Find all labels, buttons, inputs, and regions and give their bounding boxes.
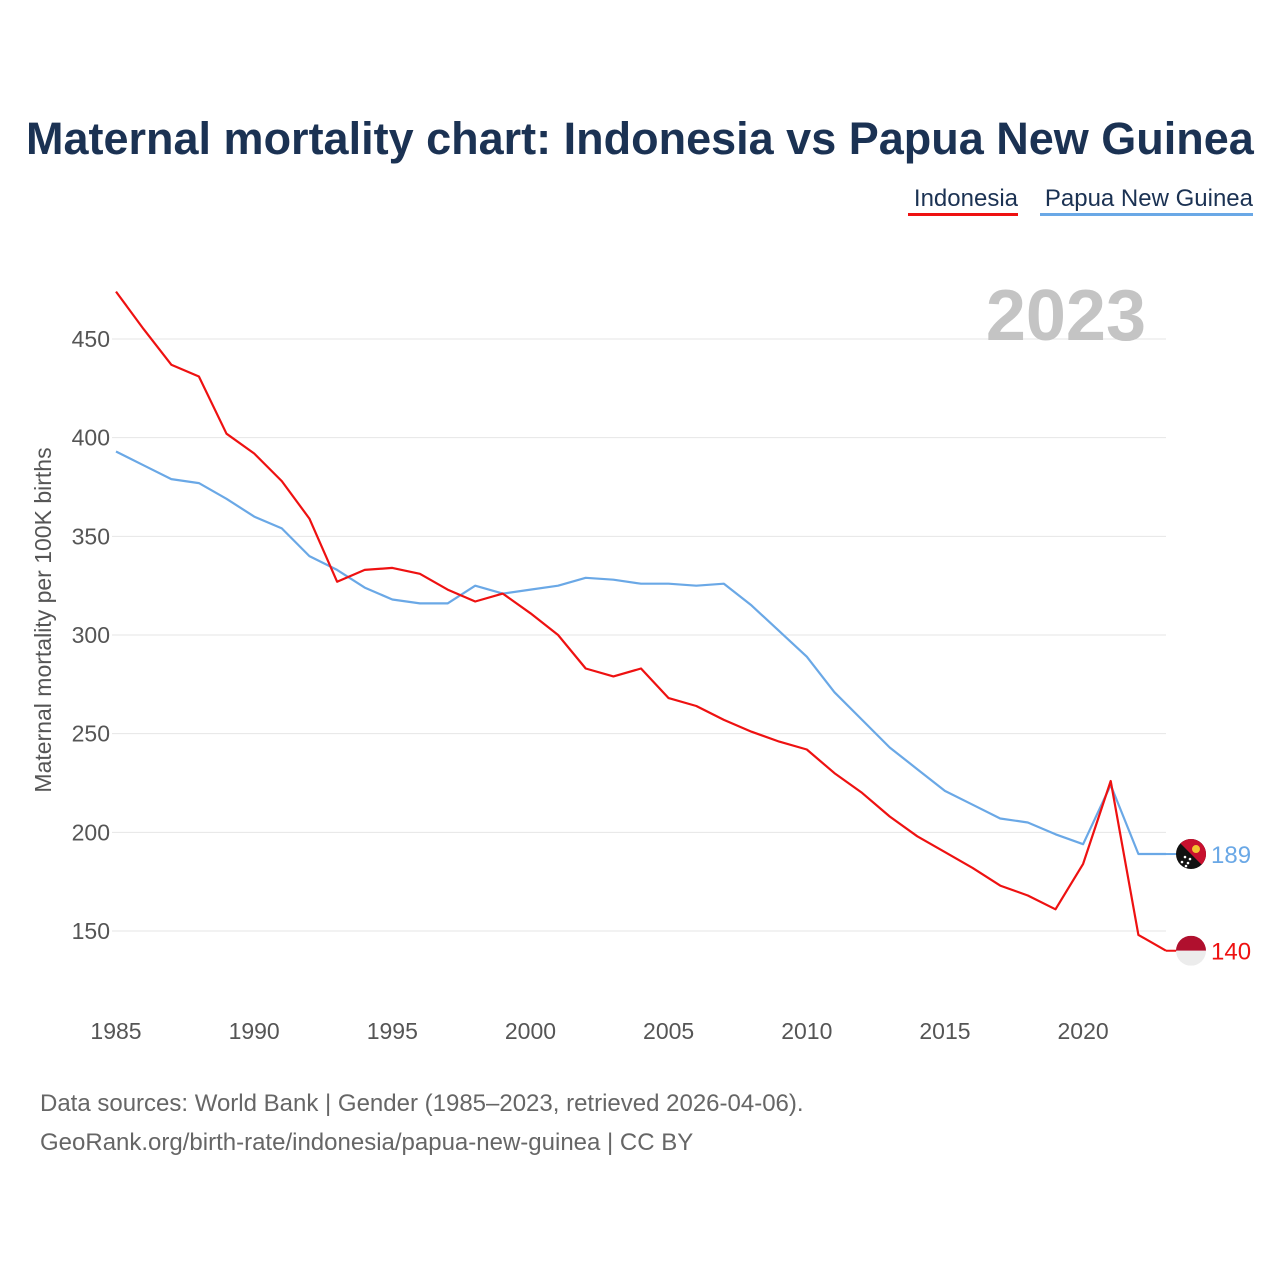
series-line-indonesia[interactable] xyxy=(115,290,1167,952)
x-tick-label: 2000 xyxy=(505,1018,556,1044)
x-tick-label: 2005 xyxy=(643,1018,694,1044)
legend-swatch-papua-new-guinea xyxy=(1040,213,1253,216)
x-tick-label: 2020 xyxy=(1058,1018,1109,1044)
x-tick-label: 2010 xyxy=(781,1018,832,1044)
x-axis-ticks: 1985 1990 1995 2000 2005 2010 2015 2020 xyxy=(90,1018,1108,1044)
y-axis-ticks: 150 200 250 300 350 400 450 xyxy=(72,326,110,944)
y-tick-label: 300 xyxy=(72,622,110,648)
chart-title: Maternal mortality chart: Indonesia vs P… xyxy=(26,113,1255,164)
papua-new-guinea-flag-icon xyxy=(1176,839,1206,870)
legend-label-papua-new-guinea[interactable]: Papua New Guinea xyxy=(1045,185,1254,212)
x-tick-label: 2015 xyxy=(919,1018,970,1044)
y-tick-label: 150 xyxy=(72,918,110,944)
x-tick-label: 1995 xyxy=(367,1018,418,1044)
y-tick-label: 250 xyxy=(72,721,110,747)
end-markers: 140 189 xyxy=(1166,839,1251,966)
source-line-1: Data sources: World Bank | Gender (1985–… xyxy=(40,1090,804,1117)
y-tick-label: 450 xyxy=(72,326,110,352)
gridlines xyxy=(112,338,1166,932)
source-line-2[interactable]: GeoRank.org/birth-rate/indonesia/papua-n… xyxy=(40,1129,693,1156)
y-tick-label: 200 xyxy=(72,819,110,845)
indonesia-flag-icon xyxy=(1176,935,1206,966)
x-tick-label: 1990 xyxy=(229,1018,280,1044)
x-tick-label: 1985 xyxy=(90,1018,141,1044)
legend-label-indonesia[interactable]: Indonesia xyxy=(914,185,1019,212)
legend: Indonesia Papua New Guinea xyxy=(908,185,1254,216)
end-value-papua-new-guinea: 189 xyxy=(1211,842,1251,869)
series-lines xyxy=(115,290,1167,952)
y-axis-title: Maternal mortality per 100K births xyxy=(30,447,56,792)
y-tick-label: 350 xyxy=(72,523,110,549)
series-line-papua-new-guinea[interactable] xyxy=(115,450,1166,856)
year-watermark: 2023 xyxy=(986,276,1146,356)
end-value-indonesia: 140 xyxy=(1211,939,1251,966)
y-tick-label: 400 xyxy=(72,425,110,451)
legend-swatch-indonesia xyxy=(908,213,1018,216)
